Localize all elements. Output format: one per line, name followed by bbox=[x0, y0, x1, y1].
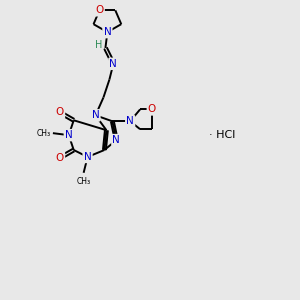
Text: N: N bbox=[126, 116, 134, 126]
Text: N: N bbox=[92, 110, 99, 120]
Text: CH₃: CH₃ bbox=[37, 129, 51, 138]
Text: N: N bbox=[84, 152, 92, 162]
Text: O: O bbox=[148, 104, 156, 114]
Text: N: N bbox=[112, 135, 120, 145]
Text: O: O bbox=[56, 153, 64, 163]
Text: O: O bbox=[56, 107, 64, 117]
Text: H: H bbox=[95, 40, 102, 50]
Text: O: O bbox=[95, 5, 104, 15]
Text: N: N bbox=[103, 27, 111, 37]
Text: CH₃: CH₃ bbox=[76, 177, 91, 186]
Text: · HCl: · HCl bbox=[209, 130, 236, 140]
Text: N: N bbox=[65, 130, 73, 140]
Text: N: N bbox=[110, 59, 117, 69]
